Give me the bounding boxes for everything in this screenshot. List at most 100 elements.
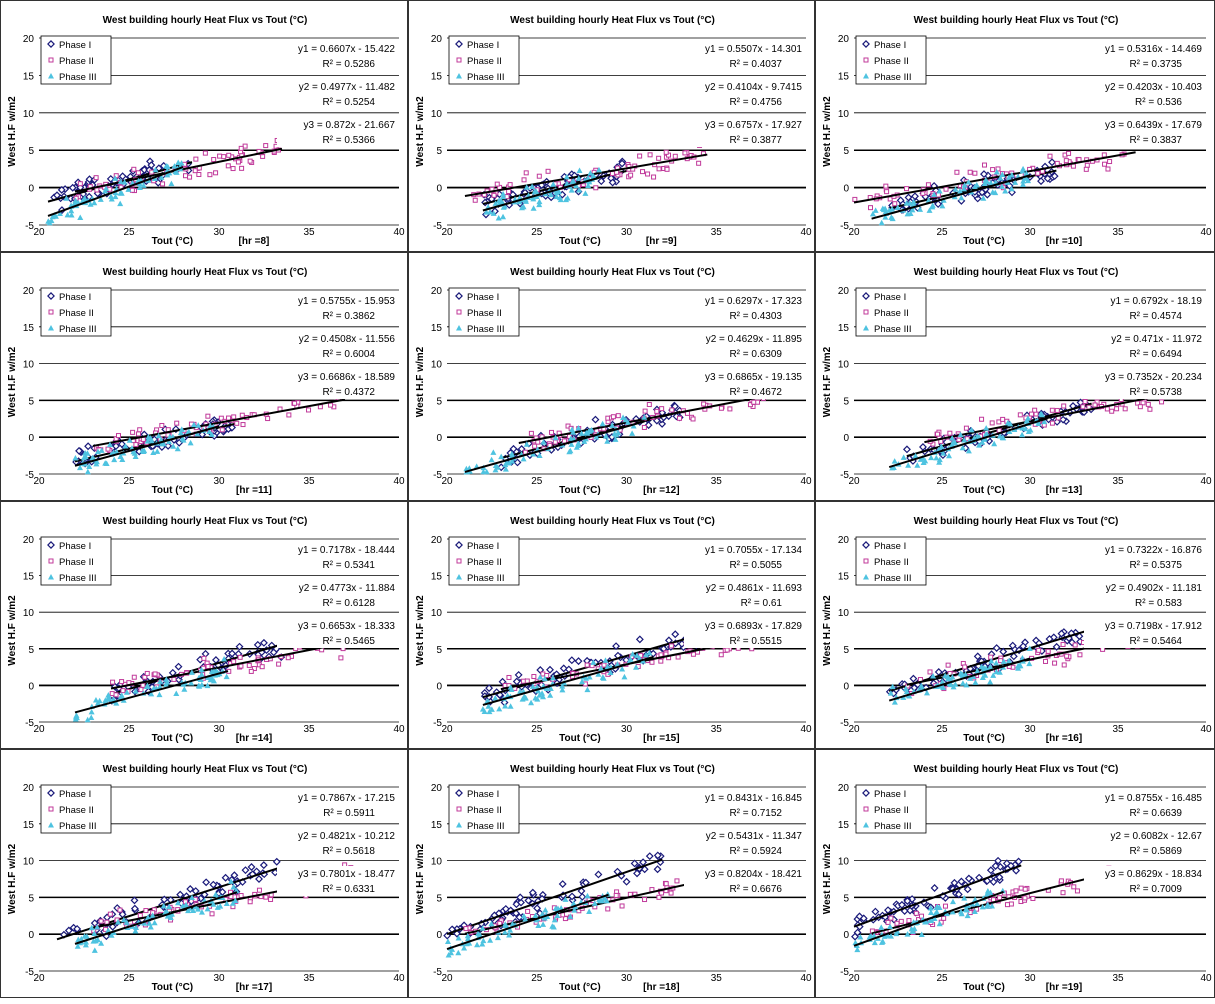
phase-3-point [952, 186, 959, 192]
x-tick-label: 20 [441, 476, 453, 487]
phase-3-point [139, 447, 146, 453]
phase-3-point [563, 173, 570, 180]
phase-3-point [509, 458, 516, 464]
phase-2-point [251, 666, 257, 672]
phase-3-point [81, 195, 88, 201]
phase-3-point [91, 199, 98, 206]
phase-2-point [1008, 901, 1014, 907]
phase-3-point [63, 195, 70, 201]
y-tick-label: 20 [23, 34, 35, 45]
phase-3-point [204, 682, 211, 689]
phase-3-point [902, 685, 909, 692]
phase-3-point [909, 206, 916, 213]
phase-2-point [531, 673, 537, 679]
phase-2-point [239, 165, 245, 171]
chart-title: West building hourly Heat Flux vs Tout (… [914, 516, 1119, 527]
phase-2-point [1058, 878, 1064, 884]
phase-3-point [559, 683, 566, 689]
phase-3-point [906, 200, 913, 206]
phase-3-point [575, 175, 582, 181]
y-tick-label: 5 [28, 396, 34, 407]
phase-3-point [912, 452, 919, 459]
phase-3-point [208, 431, 215, 437]
phase-3-point [619, 665, 626, 672]
phase-3-point [989, 189, 996, 195]
x-tick-label: 35 [1112, 973, 1124, 984]
phase-3-point [523, 184, 530, 190]
phase-3-point [536, 198, 543, 205]
x-tick-label: 25 [936, 476, 948, 487]
legend-marker-phase-2 [456, 558, 462, 564]
phase-3-point [494, 464, 501, 470]
phase-2-point [1018, 885, 1024, 891]
phase-3-point [595, 166, 602, 173]
y-tick-label: 10 [838, 360, 850, 371]
phase-3-point [163, 676, 170, 682]
phase-3-point [74, 943, 81, 949]
phase-2-point [1107, 159, 1113, 165]
phase-3-point [878, 924, 885, 930]
equation-text: y3 = 0.8204x - 18.421 [705, 869, 802, 880]
legend-label: Phase III [59, 573, 97, 584]
phase-2-point [884, 189, 890, 195]
r2-text: R² = 0.6128 [322, 598, 375, 609]
phase-3-point [111, 456, 118, 463]
chart-svg: West building hourly Heat Flux vs Tout (… [415, 15, 812, 247]
phase-3-point [520, 912, 527, 919]
phase-3-point [518, 204, 525, 211]
x-tick-label: 30 [621, 724, 633, 735]
equation-bg [277, 117, 397, 147]
legend: Phase I Phase II Phase III [40, 287, 112, 337]
phase-3-point [984, 891, 991, 897]
r2-text: R² = 0.6331 [322, 884, 375, 895]
y-axis-label: West H.F w/m2 [822, 346, 833, 417]
phase-3-point [156, 683, 163, 690]
phase-3-point [1023, 170, 1030, 176]
r2-text: R² = 0.5911 [323, 808, 375, 819]
x-axis-label: Tout (°C) [152, 733, 194, 744]
phase-3-point [94, 936, 101, 943]
y-tick-label: 0 [843, 930, 849, 941]
phase-3-point [917, 456, 924, 462]
phase-3-point [154, 448, 161, 454]
y-axis-label: West H.F w/m2 [7, 346, 18, 417]
chart-panel: West building hourly Heat Flux vs Tout (… [0, 749, 408, 998]
equation-text: y1 = 0.6792x - 18.19 [1111, 296, 1203, 307]
chart-panel: West building hourly Heat Flux vs Tout (… [0, 0, 408, 252]
x-tick-label: 40 [800, 973, 812, 984]
trendline-3 [74, 891, 238, 945]
phase-1-point [896, 196, 905, 205]
phase-1-point [198, 430, 207, 439]
phase-3-point [949, 908, 956, 915]
phase-2-point [906, 918, 912, 924]
phase-3-point [84, 468, 91, 475]
phase-3-point [946, 452, 953, 459]
y-axis-label: West H.F w/m2 [415, 595, 426, 666]
chart-svg: West building hourly Heat Flux vs Tout (… [7, 15, 405, 247]
phase-3-point [854, 946, 861, 953]
phase-2-point [664, 166, 670, 172]
phase-3-point [455, 949, 462, 956]
phase-2-point [247, 158, 253, 164]
phase-3-point [879, 205, 886, 211]
phase-2-point [628, 172, 634, 178]
phase-1-point [1048, 158, 1056, 167]
phase-2-point [183, 173, 189, 179]
phase-2-point [211, 157, 217, 163]
x-axis-hr-label: [hr =8] [239, 236, 270, 247]
phase-3-point [998, 183, 1005, 189]
equation-text: y1 = 0.7055x - 17.134 [705, 545, 802, 556]
phase-1-point [950, 878, 959, 887]
phase-3-point [621, 673, 628, 680]
chart-svg: West building hourly Heat Flux vs Tout (… [822, 764, 1212, 993]
phase-2-point [94, 187, 100, 193]
phase-3-point [939, 202, 946, 209]
chart-title: West building hourly Heat Flux vs Tout (… [914, 267, 1119, 278]
trendline-3 [47, 166, 184, 217]
phase-3-point [1035, 420, 1042, 426]
phase-3-point [463, 465, 470, 472]
equation-bg [684, 41, 804, 71]
phase-2-point [506, 674, 512, 680]
phase-2-point [137, 912, 143, 918]
legend-marker-phase-2 [863, 57, 869, 63]
